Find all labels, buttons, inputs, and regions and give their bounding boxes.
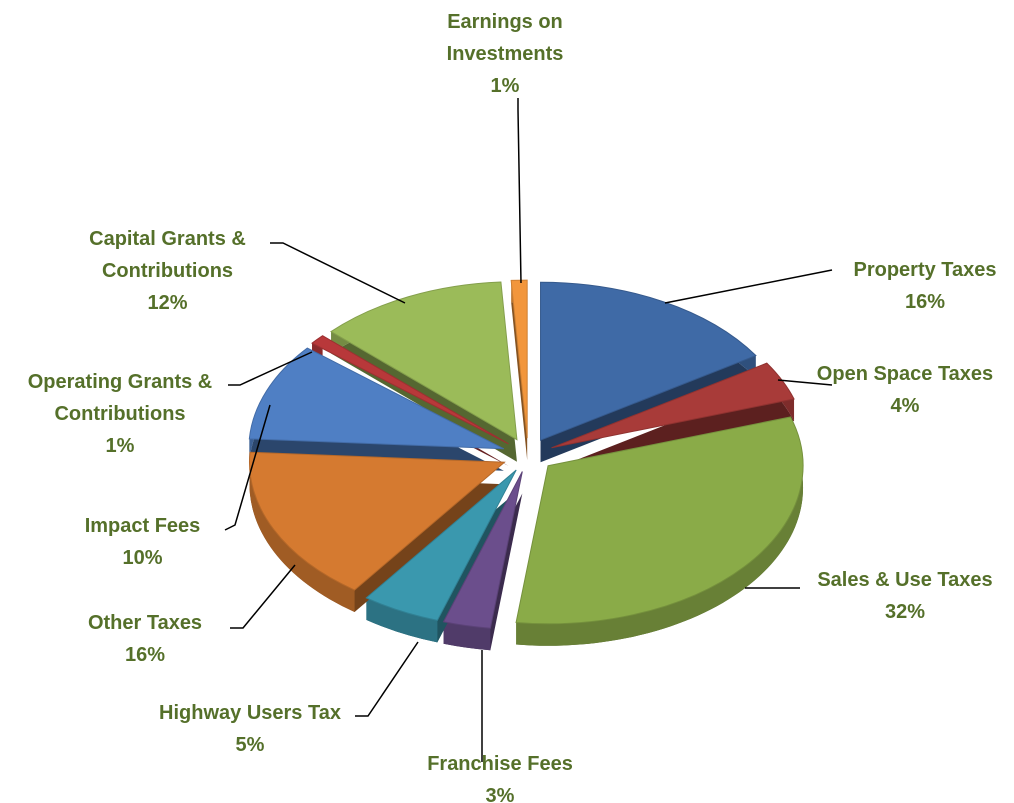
leader-line xyxy=(230,564,296,629)
leader-line xyxy=(228,351,313,386)
slice-label: Other Taxes xyxy=(87,612,203,634)
leader-line xyxy=(777,379,833,386)
slice xyxy=(248,451,506,591)
leader-line xyxy=(355,641,419,717)
slice-label: Franchise Fees xyxy=(427,753,573,775)
slice-value-label: 4% xyxy=(890,395,920,417)
slice-tops xyxy=(248,279,804,629)
slice xyxy=(442,471,523,629)
slice-value-label: 32% xyxy=(884,601,926,623)
leader-line xyxy=(664,269,833,304)
slice-label: Impact Fees xyxy=(84,515,201,537)
slice xyxy=(311,335,509,445)
slice xyxy=(330,281,518,441)
slice-label: Property Taxes xyxy=(853,259,997,281)
slice-value-label: 5% xyxy=(235,734,265,756)
slice xyxy=(510,279,528,439)
slice-label: Sales & Use Taxes xyxy=(817,569,993,591)
slice-label: Operating Grants & Contributions xyxy=(27,371,213,425)
slice-value-label: 1% xyxy=(105,435,135,457)
leader-line xyxy=(517,98,522,284)
slice-side xyxy=(443,621,491,651)
slice-label: Earnings on Investments xyxy=(446,11,564,65)
slice xyxy=(365,469,517,621)
slice-label: Capital Grants & Contributions xyxy=(89,228,246,282)
slice-side xyxy=(516,416,804,646)
slice-side xyxy=(366,597,438,643)
slice-label: Open Space Taxes xyxy=(816,363,994,385)
slice xyxy=(540,281,757,441)
slice-side xyxy=(249,452,355,613)
slice-value-label: 16% xyxy=(904,291,946,313)
slice xyxy=(515,416,804,625)
leader-line xyxy=(270,242,406,304)
slice-value-label: 10% xyxy=(122,547,163,569)
slice xyxy=(248,347,505,450)
slice-value-label: 16% xyxy=(124,644,166,666)
slice-value-label: 12% xyxy=(147,292,188,314)
slice-value-label: 1% xyxy=(490,75,520,97)
slice-label: Highway Users Tax xyxy=(159,702,341,724)
leader-line xyxy=(224,404,271,531)
slice-value-label: 3% xyxy=(485,785,515,803)
